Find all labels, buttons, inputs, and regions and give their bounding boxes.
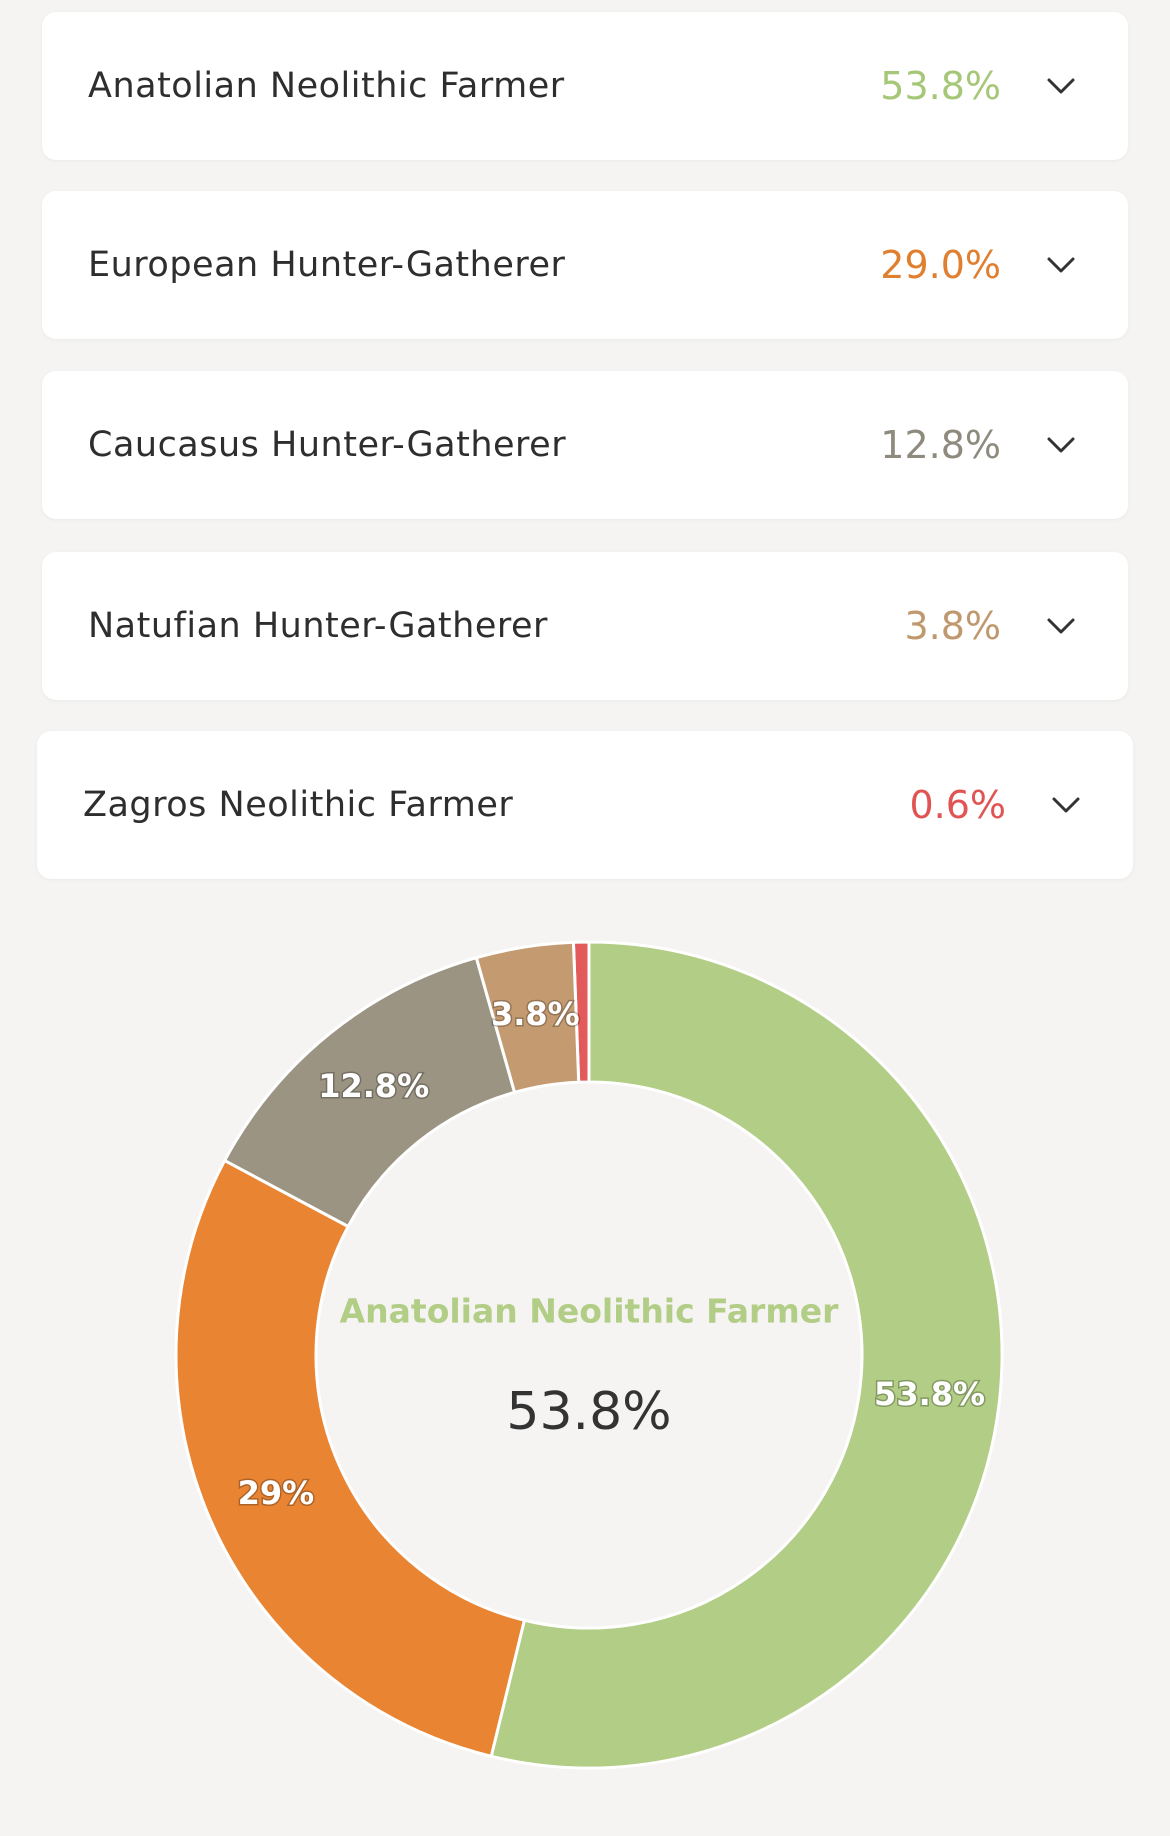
ancestry-card[interactable]: Zagros Neolithic Farmer 0.6%: [37, 731, 1133, 879]
donut-slice[interactable]: [489, 940, 1004, 1770]
ancestry-percent: 0.6%: [909, 783, 1006, 827]
donut-slice[interactable]: [474, 940, 581, 1095]
ancestry-card[interactable]: Natufian Hunter-Gatherer 3.8%: [42, 552, 1128, 700]
ancestry-name: Caucasus Hunter-Gatherer: [88, 425, 567, 465]
ancestry-card[interactable]: European Hunter-Gatherer 29.0%: [42, 191, 1128, 339]
ancestry-percent: 29.0%: [880, 243, 1001, 287]
slice-label: 3.8%: [491, 995, 580, 1033]
donut-chart: Anatolian Neolithic Farmer 53.8% 53.8% 29…: [174, 940, 1004, 1770]
ancestry-card[interactable]: Anatolian Neolithic Farmer 53.8%: [42, 12, 1128, 160]
ancestry-name: Zagros Neolithic Farmer: [83, 785, 514, 825]
expand-chevron[interactable]: [1046, 435, 1076, 455]
slice-label: 29%: [238, 1474, 315, 1512]
ancestry-name: Anatolian Neolithic Farmer: [88, 66, 565, 106]
donut-slice[interactable]: [222, 955, 517, 1229]
expand-chevron[interactable]: [1046, 616, 1076, 636]
ancestry-percent: 53.8%: [880, 64, 1001, 108]
center-value: 53.8%: [506, 1382, 671, 1442]
expand-chevron[interactable]: [1046, 255, 1076, 275]
donut-slice[interactable]: [174, 1158, 527, 1759]
ancestry-name: Natufian Hunter-Gatherer: [88, 606, 548, 646]
expand-chevron[interactable]: [1051, 795, 1081, 815]
ancestry-name: European Hunter-Gatherer: [88, 245, 566, 285]
expand-chevron[interactable]: [1046, 76, 1076, 96]
ancestry-card[interactable]: Caucasus Hunter-Gatherer 12.8%: [42, 371, 1128, 519]
ancestry-percent: 12.8%: [880, 423, 1001, 467]
slice-label: 12.8%: [318, 1067, 429, 1105]
center-title: Anatolian Neolithic Farmer: [340, 1292, 839, 1331]
slice-label: 53.8%: [874, 1375, 985, 1413]
ancestry-percent: 3.8%: [904, 604, 1001, 648]
